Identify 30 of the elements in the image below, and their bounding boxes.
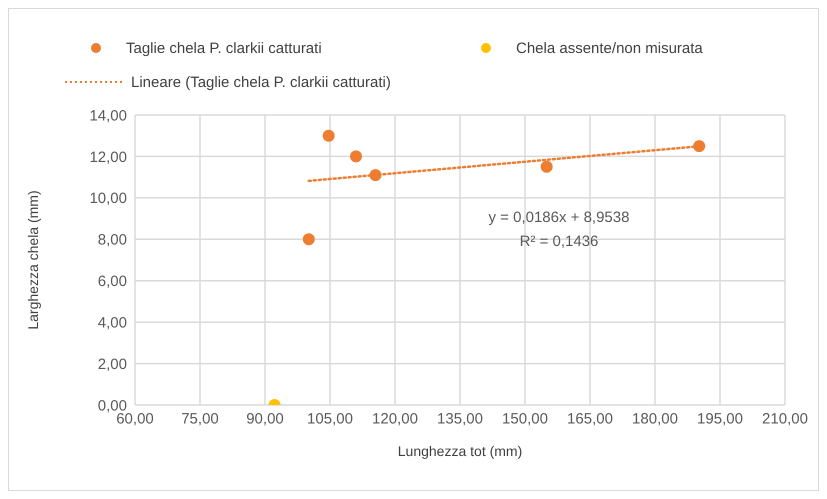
annotation: y = 0,0186x + 8,9538 [488,209,630,226]
y-tick-label: 12,00 [89,148,127,166]
x-tick-label: 180,00 [632,410,678,428]
y-tick-label: 14,00 [89,107,127,124]
x-tick-label: 105,00 [307,410,353,428]
x-tick-label: 90,00 [246,410,284,428]
x-tick-label: 165,00 [567,410,613,428]
y-tick-label: 2,00 [98,356,127,373]
y-tick-label: 4,00 [98,314,127,332]
point [350,150,362,162]
x-tick-label: 120,00 [372,410,418,428]
point [322,130,335,142]
legend-label: Lineare (Taglie chela P. clarkii catturati) [131,74,391,90]
x-tick-label: 75,00 [181,410,219,428]
point [693,140,706,152]
legend-label: Taglie chela P. clarkii catturati [126,40,322,56]
point [540,160,553,173]
y-tick-label: 8,00 [98,232,127,249]
y-tick-label: 10,00 [89,190,127,208]
y-tick-label: 6,00 [98,273,127,290]
y-axis-title: Larghezza chela (mm) [24,190,41,330]
point [302,233,315,246]
annotation: R² = 0,1436 [518,233,600,250]
x-axis-title: Lunghezza tot (mm) [398,443,522,459]
x-tick-label: 210,00 [762,410,808,428]
x-tick-label: 150,00 [502,410,548,428]
x-tick-label: 195,00 [697,410,743,428]
legend-label: Chela assente/non misurata [516,40,703,56]
point [370,169,382,182]
x-tick-label: 135,00 [437,410,483,428]
